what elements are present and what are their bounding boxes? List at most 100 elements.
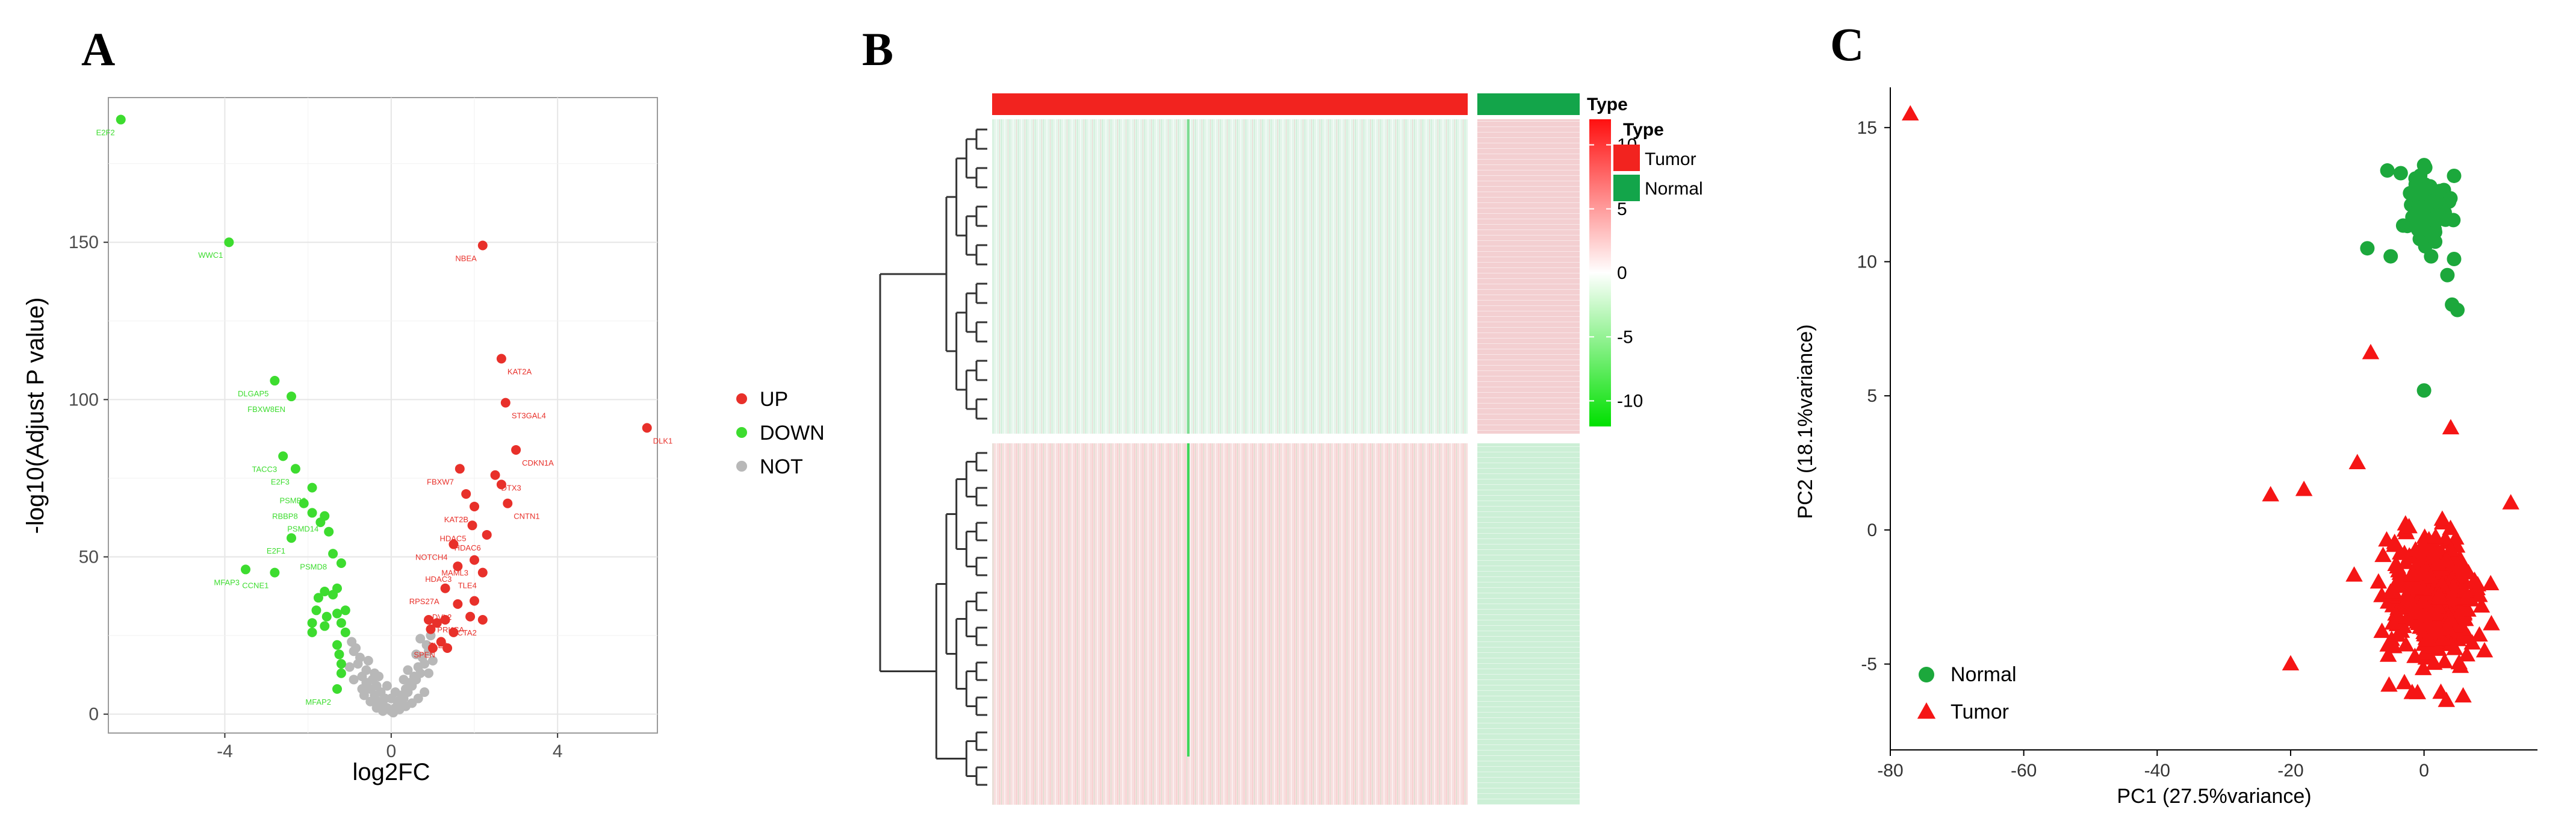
panel-letter-c: C [1830, 18, 1864, 70]
pca-point-tumor [2442, 519, 2459, 535]
volcano-point-up [426, 624, 436, 634]
pca-point-normal [2450, 302, 2465, 317]
volcano-point-not [415, 634, 426, 644]
tumor-annotation-bar [992, 93, 1468, 115]
pca-legend-label-tumor: Tumor [1951, 701, 2009, 723]
pca-point-tumor [2433, 510, 2451, 526]
volcano-gene-label: E2F3 [271, 477, 290, 486]
pca-points [1901, 105, 2519, 707]
pca-point-tumor [2400, 517, 2418, 534]
pca-point-normal [2440, 267, 2455, 282]
panel-letter-a: A [81, 23, 115, 75]
volcano-point-up [503, 498, 513, 508]
volcano-gene-label: FBXW8EN [247, 405, 285, 414]
pca-point-tumor [2447, 529, 2465, 545]
pca-point-tumor [2472, 597, 2491, 613]
pca-point-tumor [2416, 607, 2434, 622]
volcano-ticks: -4 0 4 0 50 100 150 [69, 232, 563, 761]
volcano-point-not [409, 671, 419, 681]
volcano-point-down [307, 627, 317, 637]
pca-y-axis-title: PC2 (18.1%variance) [1794, 324, 1817, 519]
pca-x-tick-label: -60 [2011, 761, 2037, 781]
pca-ticks: -80 -60 -40 -20 0 -5 0 5 10 15 [1857, 118, 2429, 781]
pca-point-tumor [2395, 673, 2413, 690]
volcano-gene-label: E2F2 [96, 128, 115, 137]
volcano-point-not [378, 706, 388, 716]
pca-point-normal [2395, 218, 2410, 233]
volcano-point-up [461, 489, 471, 499]
volcano-y-tick-label: 150 [69, 232, 99, 252]
pca-point-tumor [2421, 567, 2439, 584]
pca-point-tumor [2295, 481, 2313, 496]
pca-point-tumor [2427, 528, 2445, 544]
volcano-point-not [424, 668, 433, 678]
pca-x-axis-title: PC1 (27.5%variance) [2117, 785, 2311, 808]
volcano-point-not [399, 675, 409, 685]
volcano-gene-labels: E2F2 WWC1 DLGAP5 FBXW8EN TACC3 E2F3 RBBP8 PSMB2… [96, 128, 673, 707]
pca-y-tick-label: 10 [1857, 252, 1877, 272]
volcano-legend-label-up: UP [760, 388, 788, 411]
pca-point-tumor [2403, 594, 2421, 610]
volcano-gene-label: NBEA [455, 254, 477, 263]
volcano-point-up [496, 354, 506, 364]
volcano-legend-label-not: NOT [760, 455, 803, 478]
volcano-gene-label: PSMD8 [300, 562, 327, 571]
volcano-y-tick-label: 50 [79, 548, 99, 567]
pca-point-tumor [2345, 566, 2363, 582]
volcano-point-down [320, 586, 330, 596]
pca-x-tick-label: -20 [2277, 761, 2303, 781]
volcano-point-down [328, 549, 338, 559]
volcano-gene-label: DTX3 [501, 484, 521, 493]
volcano-gene-label: SPEN [414, 651, 435, 660]
volcano-gene-label: ACTA2 [452, 628, 477, 637]
pca-point-tumor [2410, 614, 2428, 630]
pca-legend-label-normal: Normal [1951, 663, 2017, 686]
pca-point-tumor [2456, 573, 2474, 590]
pca-point-tumor [2463, 634, 2481, 650]
volcano-point-down [270, 376, 280, 386]
pca-point-tumor [2436, 652, 2454, 669]
volcano-gene-label: ST3GAL4 [512, 411, 546, 420]
volcano-point-not [374, 671, 384, 681]
volcano-point-not [344, 662, 355, 672]
pca-point-tumor [2458, 646, 2475, 662]
volcano-point-up [448, 539, 459, 549]
volcano-point-down [315, 517, 326, 528]
volcano-gene-label: WWC1 [198, 251, 223, 260]
pca-point-tumor [2483, 614, 2500, 631]
colorbar-tick-label: -5 [1617, 327, 1633, 347]
pca-point-normal [2443, 191, 2458, 206]
volcano-point-down [340, 605, 350, 616]
volcano-point-up [477, 240, 488, 251]
volcano-point-up [500, 398, 511, 408]
volcano-point-down [340, 627, 350, 637]
volcano-gene-label: CDKN1A [522, 458, 554, 467]
pca-point-normal [2414, 199, 2429, 214]
volcano-y-tick-label: 0 [88, 705, 99, 725]
pca-point-tumor [2427, 605, 2445, 621]
volcano-point-down [299, 498, 309, 508]
pca-x-tick-label: -80 [1877, 761, 1903, 781]
heatmap-green-column-upper [1187, 119, 1190, 434]
volcano-gene-label: PRKCA [437, 625, 464, 634]
pca-point-tumor [2454, 687, 2472, 703]
volcano-point-down [307, 618, 317, 628]
pca-point-tumor [2374, 546, 2392, 563]
volcano-point-not [361, 665, 371, 675]
pca-point-normal [2360, 241, 2375, 256]
pca-point-tumor [2475, 641, 2494, 658]
pca-point-tumor [2386, 534, 2403, 549]
volcano-point-up [440, 614, 450, 625]
volcano-gene-label: PSMB2 [279, 496, 306, 505]
volcano-gene-label: DLK1 [653, 436, 673, 445]
heatmap-texture-normal-lower [1477, 443, 1580, 805]
volcano-gene-label: TACC3 [252, 464, 278, 473]
pca-point-tumor [2481, 575, 2500, 590]
volcano-point-up [453, 561, 463, 572]
volcano-point-not [386, 693, 396, 704]
volcano-gene-label: FBXW7 [427, 477, 454, 486]
volcano-point-up [427, 643, 438, 653]
pca-legend-marker-tumor [1917, 702, 1936, 719]
volcano-legend-marker-down [736, 427, 747, 438]
